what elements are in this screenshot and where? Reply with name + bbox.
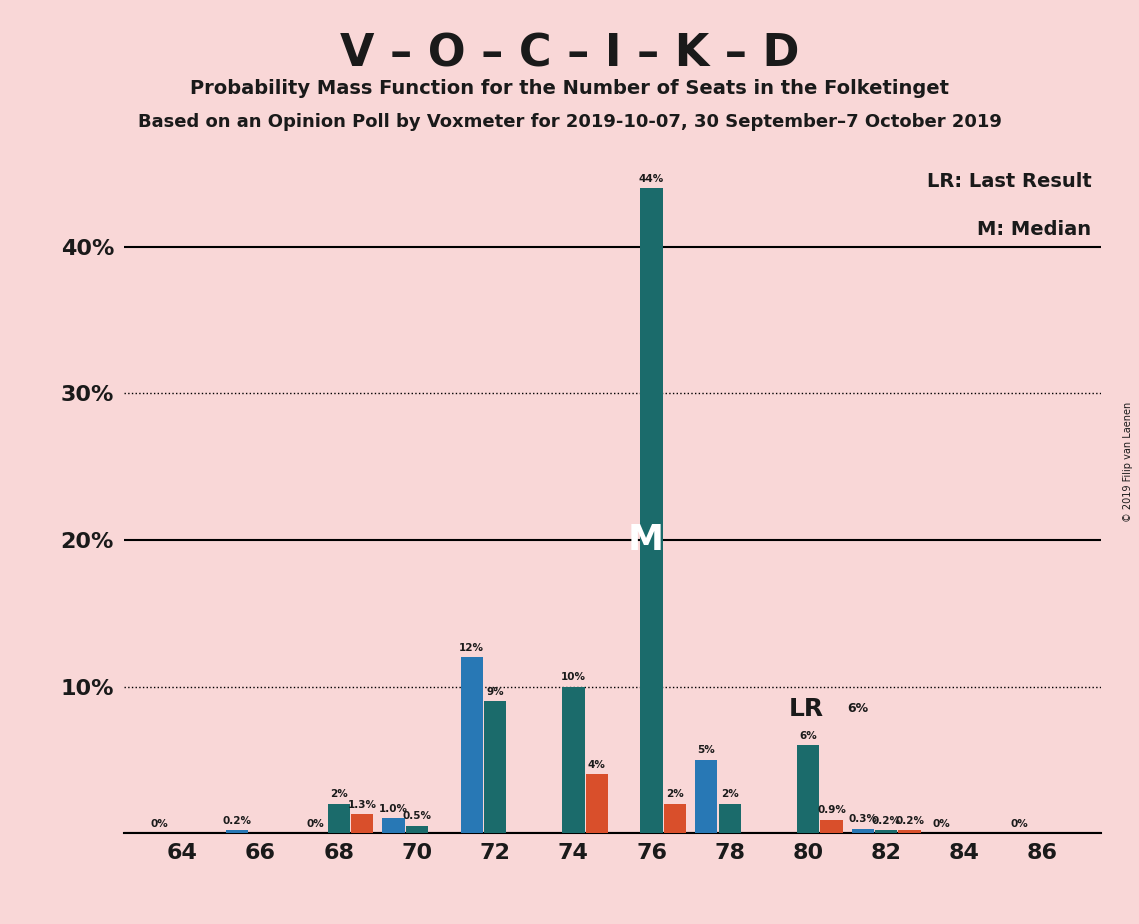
Text: M: M — [628, 523, 664, 557]
Text: 10%: 10% — [560, 672, 585, 682]
Text: Probability Mass Function for the Number of Seats in the Folketinget: Probability Mass Function for the Number… — [190, 79, 949, 98]
Bar — [328, 804, 350, 833]
Text: LR: Last Result: LR: Last Result — [927, 172, 1091, 191]
Text: © 2019 Filip van Laenen: © 2019 Filip van Laenen — [1123, 402, 1133, 522]
Text: 4%: 4% — [588, 760, 606, 770]
Text: 0%: 0% — [150, 819, 167, 829]
Text: 44%: 44% — [639, 174, 664, 184]
Text: 0.9%: 0.9% — [817, 806, 846, 816]
Text: Based on an Opinion Poll by Voxmeter for 2019-10-07, 30 September–7 October 2019: Based on an Opinion Poll by Voxmeter for… — [138, 113, 1001, 130]
Bar — [719, 804, 741, 833]
Text: 5%: 5% — [697, 746, 715, 756]
Text: 0%: 0% — [306, 819, 325, 829]
Text: 1.3%: 1.3% — [347, 799, 377, 809]
Bar — [460, 657, 483, 833]
Bar — [351, 814, 374, 833]
Bar — [797, 745, 819, 833]
Bar — [664, 804, 686, 833]
Text: 2%: 2% — [721, 789, 739, 799]
Bar — [875, 830, 898, 833]
Text: 2%: 2% — [666, 789, 683, 799]
Text: 0.2%: 0.2% — [895, 816, 924, 826]
Bar — [585, 774, 608, 833]
Bar — [563, 687, 584, 833]
Bar — [640, 188, 663, 833]
Bar — [405, 826, 428, 833]
Bar — [695, 760, 718, 833]
Text: 2%: 2% — [330, 789, 347, 799]
Bar — [484, 701, 507, 833]
Bar — [852, 829, 874, 833]
Bar — [899, 830, 920, 833]
Text: 6%: 6% — [847, 702, 868, 715]
Text: 0.2%: 0.2% — [871, 816, 901, 826]
Text: 0%: 0% — [1010, 819, 1029, 829]
Text: 9%: 9% — [486, 687, 505, 697]
Text: 12%: 12% — [459, 643, 484, 653]
Text: M: Median: M: Median — [977, 220, 1091, 239]
Text: 0.5%: 0.5% — [402, 811, 432, 821]
Text: 0.2%: 0.2% — [222, 816, 252, 826]
Text: 0.3%: 0.3% — [849, 814, 877, 824]
Text: LR: LR — [788, 697, 823, 721]
Text: 6%: 6% — [800, 731, 817, 741]
Bar — [383, 819, 404, 833]
Bar — [226, 830, 248, 833]
Text: V – O – C – I – K – D: V – O – C – I – K – D — [339, 32, 800, 76]
Bar — [820, 820, 843, 833]
Text: 0%: 0% — [932, 819, 950, 829]
Text: 1.0%: 1.0% — [379, 804, 408, 814]
